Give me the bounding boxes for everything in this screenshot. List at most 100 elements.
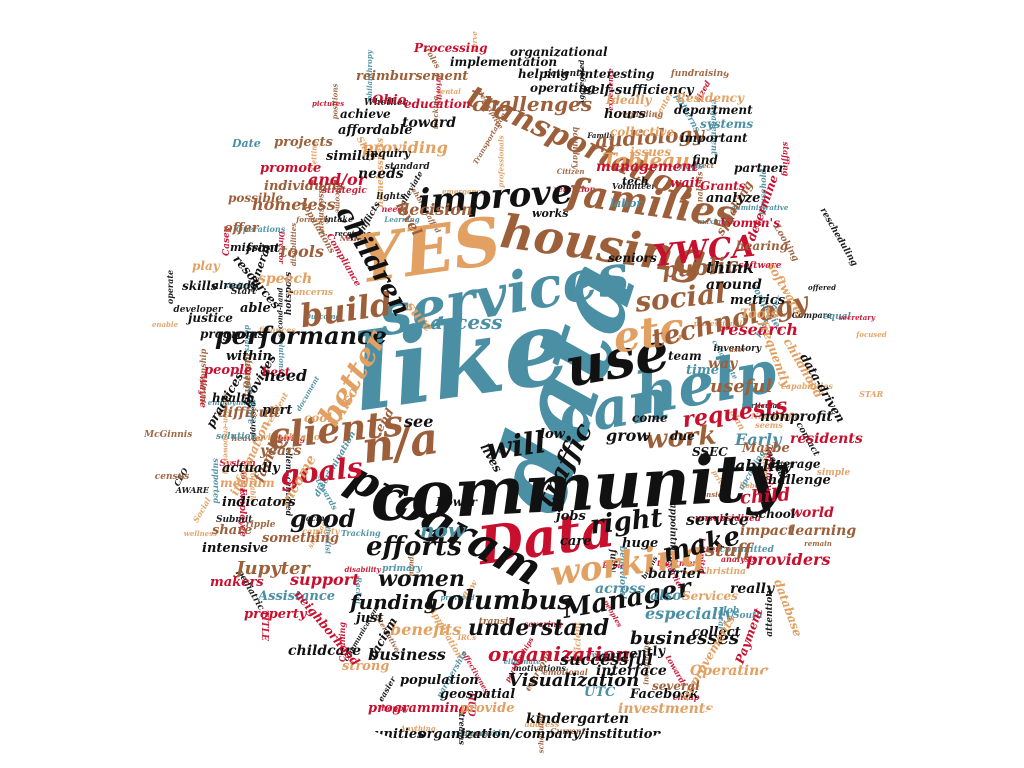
small-word: eliminate [503, 656, 541, 666]
small-word: committed [719, 544, 774, 555]
word-indicators: indicators [222, 495, 296, 510]
small-word: Citizen [556, 166, 585, 176]
word-world: world [790, 505, 834, 521]
word-education: education [404, 97, 471, 111]
word-needs: needs [358, 166, 404, 182]
word-research: research [720, 320, 798, 339]
word-need: need [264, 366, 308, 385]
small-word: Social [190, 495, 213, 525]
small-word: strategic [321, 185, 367, 196]
word-investments: investments [618, 701, 714, 717]
word-early: Early [735, 430, 782, 449]
word-homeless: homeless [252, 195, 336, 214]
word-huge: huge [622, 536, 659, 551]
word-power: Power [436, 495, 477, 509]
word-businesses: businesses [630, 628, 740, 649]
word-mission: mission [230, 241, 278, 254]
small-word: equal [823, 312, 851, 322]
word-tools: tools [280, 242, 324, 261]
small-word: analysis [720, 554, 757, 565]
word-front: front [246, 241, 280, 255]
word-interface: interface [596, 663, 667, 679]
small-word: Non-Profit [750, 411, 798, 421]
small-word: standard [384, 162, 430, 173]
small-word: maximize [697, 216, 735, 226]
word-good: good [290, 504, 356, 533]
word-providers: providers [746, 550, 831, 569]
word-possible: possible [228, 191, 284, 205]
word-collective: collective [610, 125, 675, 139]
small-word: regarding [618, 108, 664, 119]
small-word: transit [478, 617, 513, 628]
small-word: heavier [231, 432, 265, 443]
word-able: able [240, 301, 271, 316]
word-within: within [226, 349, 272, 364]
word-way: way [708, 356, 738, 372]
word-property: property [244, 607, 307, 622]
word-maybe: Maybe [742, 441, 790, 456]
small-word: offered [808, 282, 836, 292]
word-come: come [632, 411, 668, 425]
small-word: capacity [302, 526, 340, 536]
small-word: Babies [602, 560, 629, 570]
word-seniors: seniors [608, 251, 657, 265]
word-support: support [290, 570, 360, 589]
small-word: lights [376, 192, 406, 203]
word-providing: providing [362, 138, 448, 157]
small-word: Learning [384, 214, 420, 224]
word-systems: systems [700, 117, 754, 131]
word-analyze: analyze [706, 191, 761, 206]
small-word: visualization [262, 433, 327, 444]
small-word: inventory [713, 344, 762, 355]
small-word: Whether [363, 97, 408, 108]
word-kindergarten: kindergarten [526, 711, 630, 727]
word-self-sufficiency: self-sufficiency [584, 83, 694, 98]
word-tools-capital: Tools [740, 307, 778, 322]
word-toward: toward [402, 115, 457, 131]
word-ohio: Ohio [372, 93, 407, 108]
word-similar: similar [326, 149, 378, 164]
small-word: finances [258, 325, 296, 336]
word-promote: promote [260, 161, 322, 176]
word-actually: actually [222, 461, 280, 476]
word-find: find [692, 153, 718, 167]
word-helping: helping [518, 67, 569, 81]
small-word: secretary [838, 313, 876, 323]
word-intensive: intensive [202, 541, 269, 556]
word-cool: cool [304, 411, 332, 425]
small-word: employment [207, 398, 257, 408]
word-best: best [262, 365, 291, 379]
word-service: service [686, 510, 749, 529]
small-word: ripple [245, 520, 276, 531]
word-people: people [204, 363, 253, 378]
small-word: Start [230, 287, 257, 298]
word-challenges: challenges [472, 92, 593, 116]
small-word: McGinnis [144, 429, 193, 440]
word-date: Date [232, 137, 261, 150]
small-word: seems [755, 420, 783, 431]
word-hours: hours [604, 107, 646, 122]
small-word: easier [375, 674, 398, 704]
word-now: now [420, 518, 466, 542]
small-word: offers [345, 230, 372, 241]
word-see: see [404, 412, 434, 431]
small-word: enable [151, 319, 179, 329]
small-word: concerns [287, 288, 333, 299]
small-word: motivations [513, 662, 566, 673]
word-performance: performance [215, 321, 387, 350]
word-around: around [706, 277, 762, 293]
word-database: database [771, 577, 805, 639]
word-child: child [739, 484, 791, 509]
word-medium: medium [220, 476, 275, 490]
small-word: receiving [334, 229, 371, 239]
word-labor: labor [610, 197, 643, 210]
word-funding: funding [350, 590, 438, 614]
word-nonprofit: nonprofit [760, 409, 833, 425]
word-columbus: Columbus [426, 586, 573, 616]
word-just: just [356, 611, 384, 626]
small-word: treatment [656, 558, 702, 569]
word-business: business [368, 645, 446, 664]
word-team: team [668, 349, 702, 363]
small-word: Outcome [304, 312, 340, 322]
word-hearing: hearing [736, 239, 789, 253]
